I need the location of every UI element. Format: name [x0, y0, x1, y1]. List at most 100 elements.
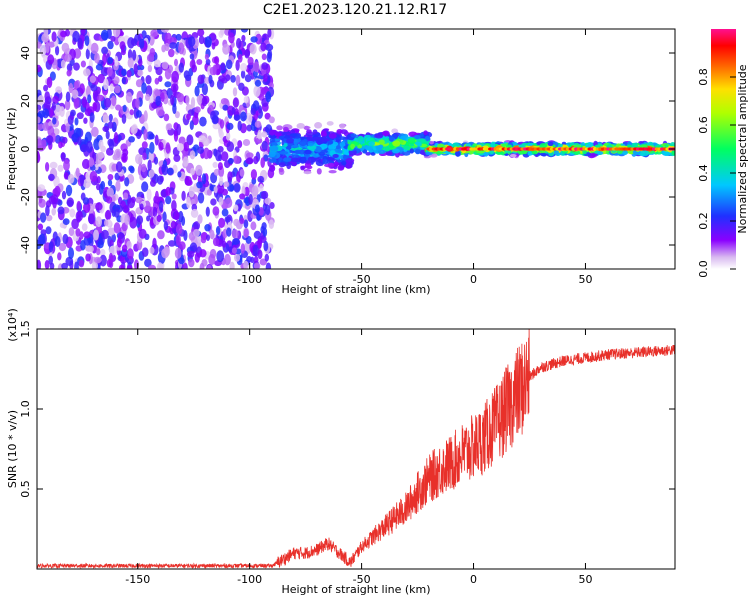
heatmap-cell — [139, 203, 144, 210]
heatmap-cell — [203, 147, 210, 160]
heatmap-cell — [89, 112, 95, 123]
heatmap-cell — [93, 229, 99, 241]
heatmap-cell — [76, 112, 84, 120]
heatmap-cell — [218, 217, 226, 228]
heatmap-cell — [115, 104, 122, 111]
heatmap-cell — [148, 169, 155, 178]
heatmap-cell — [206, 189, 212, 196]
heatmap-cell — [221, 208, 229, 217]
heatmap-cell — [61, 42, 70, 53]
heatmap-cell — [171, 200, 177, 212]
heatmap-cell — [90, 42, 99, 55]
heatmap-cell — [129, 109, 134, 116]
heatmap-cell — [101, 229, 109, 240]
heatmap-cell — [91, 261, 98, 269]
heatmap-cell — [392, 140, 401, 147]
heatmap-cell — [306, 165, 313, 170]
heatmap-cell — [121, 77, 127, 85]
heatmap-cell — [43, 84, 49, 92]
heatmap-cell — [257, 129, 262, 140]
heatmap-cell — [129, 166, 135, 174]
heatmap-cell — [121, 244, 128, 253]
heatmap-cell — [233, 155, 241, 164]
heatmap-cell — [582, 149, 587, 155]
heatmap-cell — [149, 141, 155, 154]
heatmap-cell — [409, 148, 414, 154]
heatmap-cell — [195, 164, 203, 176]
heatmap-cell — [146, 44, 151, 52]
heatmap-cell — [212, 206, 220, 216]
heatmap-cell — [307, 144, 317, 151]
heatmap-cell — [188, 36, 196, 47]
heatmap-cell — [37, 184, 46, 192]
heatmap-cell — [96, 94, 105, 102]
heatmap-cell — [183, 141, 189, 152]
heatmap-cell — [175, 234, 181, 246]
heatmap-cell — [196, 59, 203, 65]
x-tick-label: -50 — [353, 573, 371, 586]
snr-axes: -150 -100 -50 0 50 0.5 1.0 1.5 — [19, 320, 675, 586]
heatmap-cell — [320, 130, 327, 138]
heatmap-cell — [87, 94, 92, 104]
heatmap-cell — [122, 192, 129, 200]
x-tick-label: -100 — [237, 273, 262, 286]
heatmap-cell — [291, 144, 300, 148]
heatmap-cell — [122, 104, 127, 112]
heatmap-cell — [425, 151, 433, 156]
heatmap-cell — [76, 200, 82, 211]
heatmap-cell — [99, 248, 106, 257]
heatmap-cell — [388, 135, 394, 142]
heatmap-cell — [270, 164, 275, 170]
heatmap-cell — [55, 45, 60, 56]
heatmap-cell — [240, 29, 249, 33]
heatmap-cell — [113, 132, 119, 144]
heatmap-cell — [126, 248, 134, 260]
heatmap-cell — [246, 152, 254, 159]
heatmap-cell — [199, 249, 207, 258]
heatmap-cell — [95, 216, 102, 228]
heatmap-cell — [143, 110, 148, 122]
y-tick-label: 1.5 — [19, 320, 32, 338]
heatmap-cell — [415, 148, 421, 155]
heatmap-cell — [290, 157, 300, 163]
heatmap-cell — [274, 132, 282, 137]
snr-panel: -150 -100 -50 0 50 0.5 1.0 1.5 Height of straig… — [6, 308, 676, 596]
heatmap-cell — [154, 77, 160, 85]
heatmap-cell — [162, 211, 167, 223]
heatmap-cell — [174, 58, 178, 67]
heatmap-cell — [391, 128, 399, 134]
heatmap-cell — [107, 56, 114, 65]
heatmap-cell — [59, 106, 65, 118]
heatmap-cell — [91, 126, 99, 137]
heatmap-cell — [154, 134, 159, 146]
heatmap-cell — [193, 221, 201, 231]
heatmap-cell — [241, 34, 246, 42]
heatmap-cell — [173, 154, 181, 163]
heatmap-cell — [157, 230, 165, 240]
heatmap-cell — [264, 253, 269, 262]
heatmap-cell — [232, 238, 240, 245]
heatmap-cell — [263, 73, 268, 83]
heatmap-cell — [190, 167, 196, 176]
heatmap-cell — [289, 133, 298, 138]
heatmap-cell — [113, 207, 120, 218]
heatmap-cell — [175, 223, 183, 235]
heatmap-cell — [190, 97, 196, 109]
heatmap-cell — [181, 190, 186, 201]
heatmap-cell — [133, 63, 138, 75]
heatmap-cell — [260, 42, 267, 52]
heatmap-cell — [48, 241, 54, 253]
heatmap-cell — [72, 30, 80, 43]
heatmap-cell — [176, 143, 184, 152]
heatmap-cell — [105, 209, 112, 221]
heatmap-cell — [130, 124, 138, 135]
heatmap-cell — [233, 204, 239, 212]
heatmap-cell — [112, 29, 121, 38]
heatmap-cell — [60, 59, 66, 69]
heatmap-cell — [253, 230, 262, 239]
heatmap-cell — [68, 82, 74, 94]
heatmap-cell — [423, 130, 428, 135]
heatmap-cell — [240, 62, 248, 72]
heatmap-cell — [77, 37, 83, 50]
heatmap-cell — [141, 181, 149, 192]
